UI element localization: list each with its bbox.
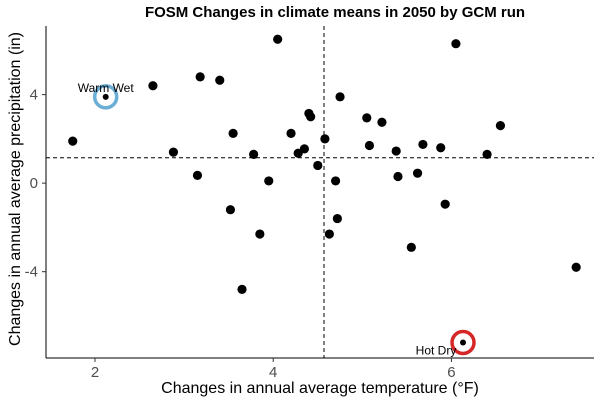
data-point (225, 205, 236, 215)
data-point (273, 34, 283, 44)
data-point (264, 176, 274, 186)
data-point (306, 112, 316, 122)
y-tick-label: -4 (25, 264, 38, 281)
data-point (393, 171, 403, 182)
data-point (391, 146, 401, 156)
data-point (364, 140, 375, 151)
data-point (255, 229, 265, 239)
data-point (440, 199, 450, 209)
data-point (68, 136, 78, 146)
data-point (571, 262, 581, 272)
data-point (299, 144, 310, 154)
data-point (436, 143, 446, 153)
data-point (195, 72, 205, 82)
data-point (332, 213, 342, 224)
data-point (313, 160, 323, 171)
data-point (168, 147, 179, 157)
data-point (418, 139, 428, 150)
data-point (249, 149, 259, 159)
data-point (412, 168, 423, 178)
data-point (377, 117, 387, 127)
data-point (495, 121, 506, 131)
data-point (320, 134, 330, 144)
highlight-markers: Warm Wet Hot Dry (78, 81, 476, 358)
x-tick-label: 6 (447, 364, 455, 381)
reference-lines (46, 26, 594, 358)
highlight-label: Hot Dry (416, 344, 457, 358)
chart-title: FOSM Changes in climate means in 2050 by… (145, 4, 525, 21)
data-point (228, 128, 238, 138)
data-point (406, 242, 416, 252)
x-axis-title: Changes in annual average temperature (°… (161, 380, 479, 397)
highlight-label: Warm Wet (78, 81, 135, 95)
y-tick-label: 0 (30, 175, 38, 192)
highlight-ring (92, 84, 119, 110)
data-point (286, 128, 296, 138)
data-point (451, 39, 461, 49)
highlight-point (102, 93, 109, 100)
axes: 2 4 6 -4 0 4 (25, 26, 594, 381)
data-point (192, 170, 203, 180)
data-point (335, 92, 345, 102)
data-point (324, 229, 334, 239)
x-tick-label: 2 (91, 364, 99, 381)
highlight-point (460, 339, 467, 346)
data-point (237, 284, 247, 294)
data-point (482, 149, 492, 159)
highlight-ring (450, 329, 476, 356)
x-tick-label: 4 (269, 364, 277, 381)
data-point (362, 113, 372, 123)
y-axis-title: Changes in annual average precipitation … (7, 32, 24, 346)
y-tick-label: 4 (30, 87, 38, 104)
data-point (215, 75, 225, 85)
data-point (330, 176, 341, 186)
data-point (148, 81, 158, 91)
